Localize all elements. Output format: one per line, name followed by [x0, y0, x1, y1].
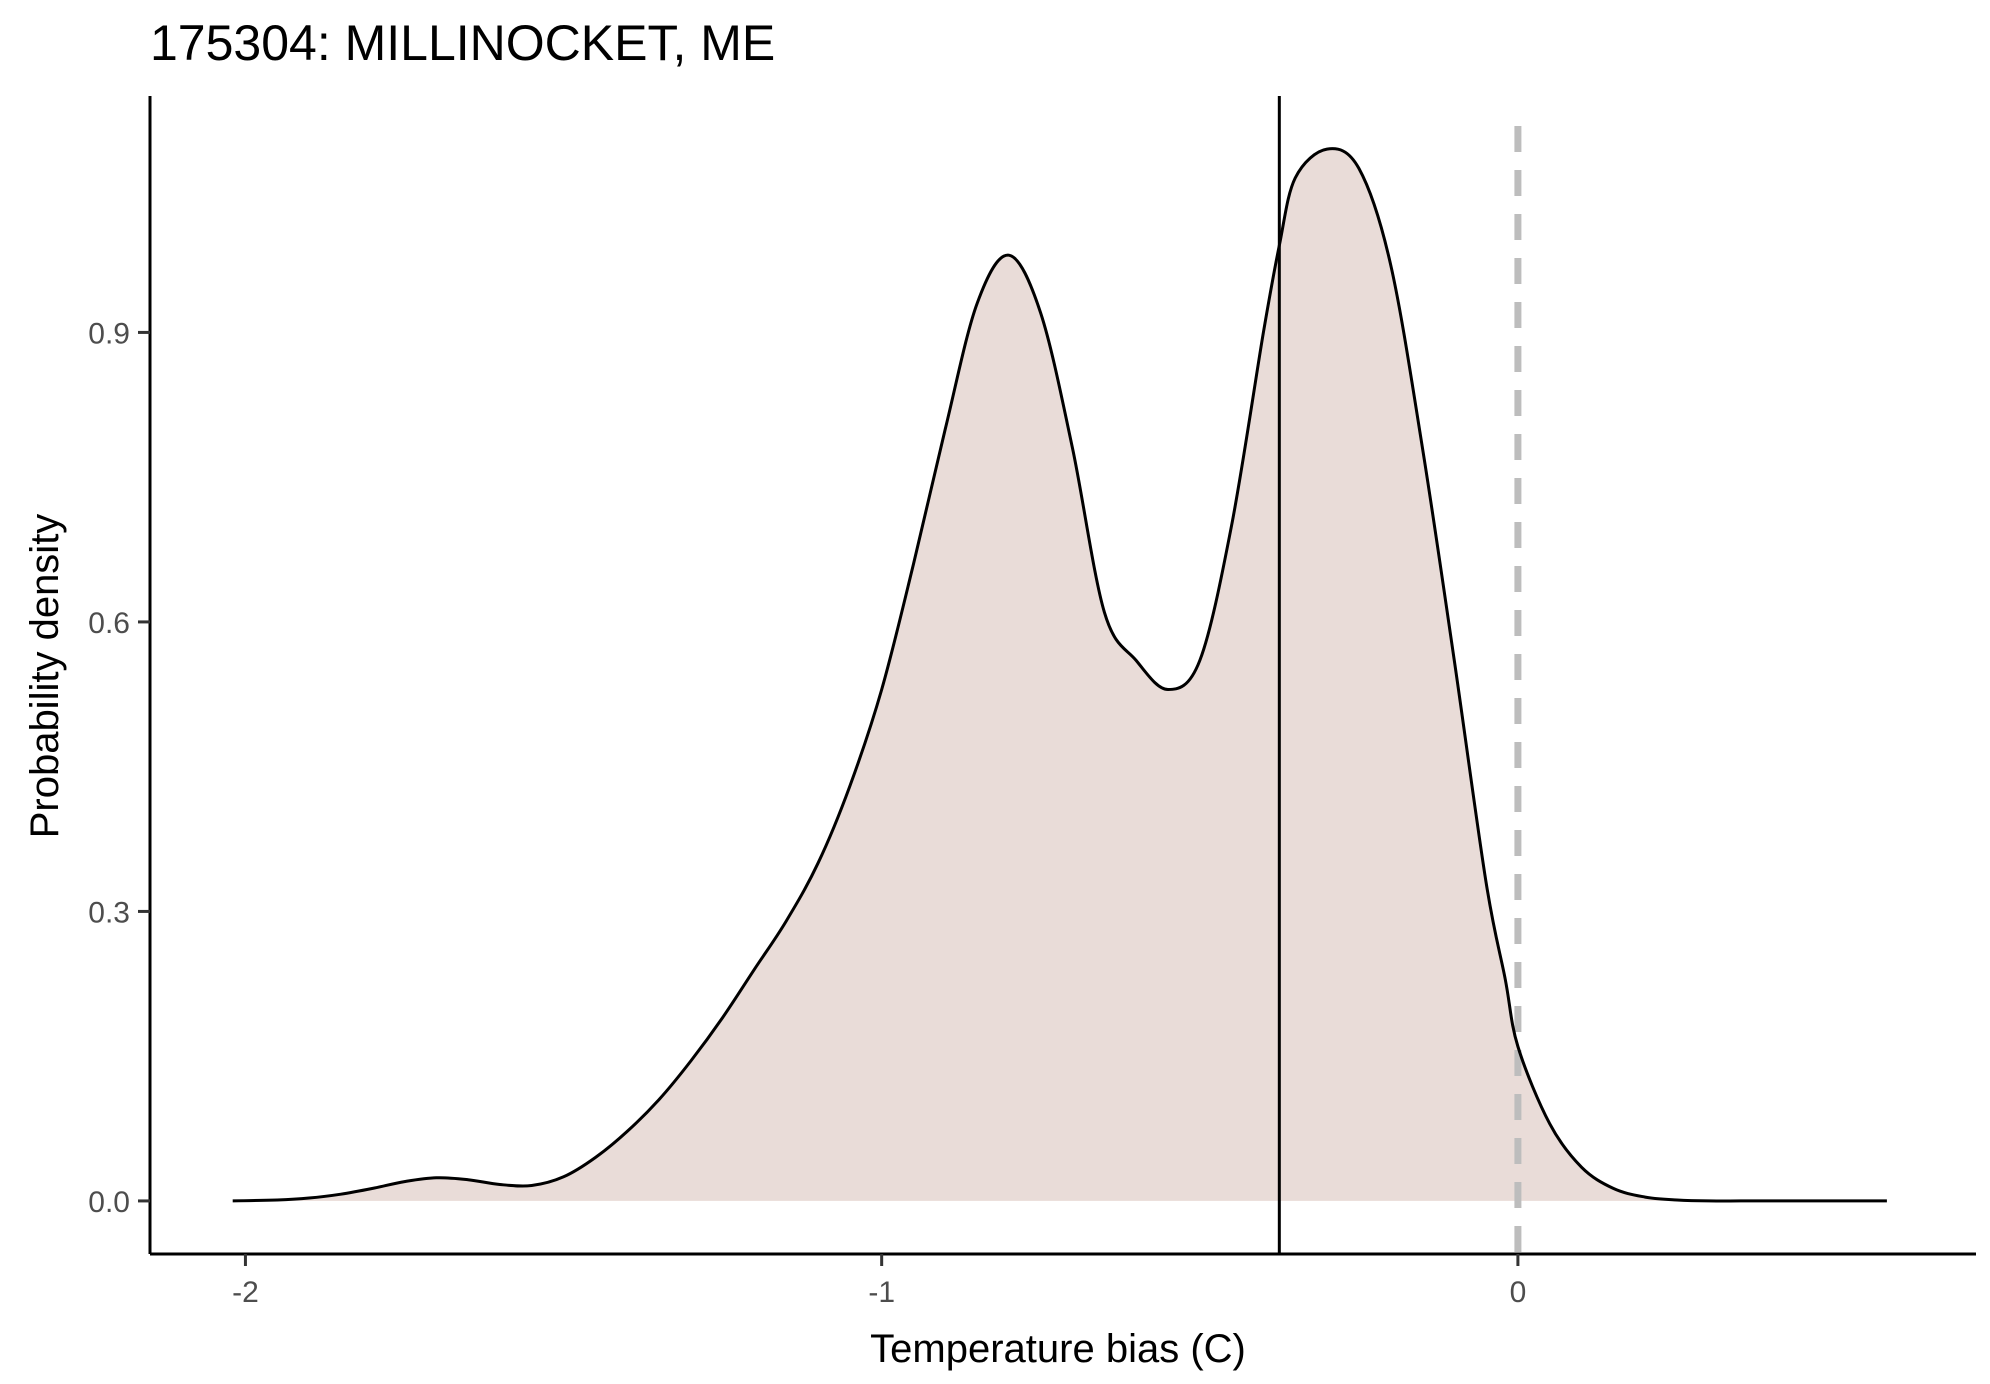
y-axis-title: Probability density — [23, 514, 67, 839]
x-tick-label: 0 — [1510, 1276, 1527, 1309]
chart-title: 175304: MILLINOCKET, ME — [150, 15, 776, 71]
y-tick-label: 0.0 — [88, 1186, 130, 1219]
x-tick-label: -1 — [868, 1276, 895, 1309]
plot-area — [232, 96, 1887, 1254]
y-tick-label: 0.9 — [88, 317, 130, 350]
y-tick-label: 0.3 — [88, 896, 130, 929]
x-axis-title: Temperature bias (C) — [870, 1327, 1246, 1371]
density-area — [232, 148, 1887, 1201]
axes: -2 -1 0 0.0 0.3 0.6 0.9 — [88, 96, 1976, 1309]
density-line — [232, 147, 1887, 1203]
x-tick-label: -2 — [232, 1276, 259, 1309]
y-tick-label: 0.6 — [88, 607, 130, 640]
